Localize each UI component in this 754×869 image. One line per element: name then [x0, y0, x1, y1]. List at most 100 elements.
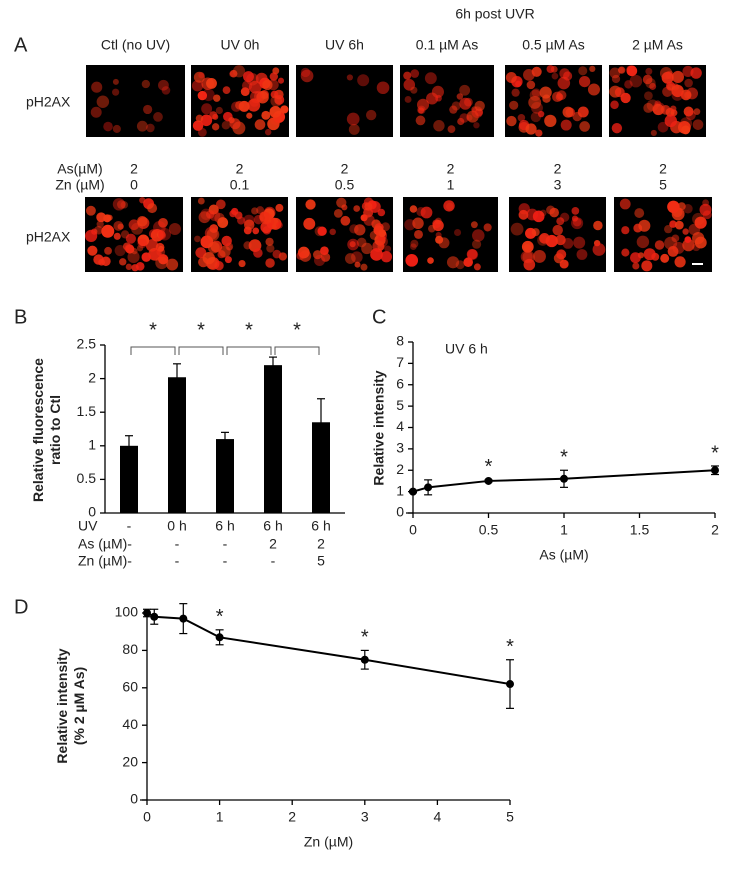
x-tick-label: 1.5	[630, 522, 650, 538]
nucleus	[252, 227, 260, 235]
y-tick-label: 0	[88, 504, 96, 520]
nucleus	[270, 95, 283, 107]
nucleus	[556, 249, 567, 260]
nucleus	[112, 124, 121, 133]
nucleus	[137, 234, 150, 247]
nucleus	[560, 119, 572, 131]
zn-value: 3	[554, 177, 562, 193]
nucleus	[671, 70, 685, 84]
bar	[168, 377, 186, 513]
bar	[264, 365, 282, 513]
error-bar	[269, 356, 277, 374]
nucleus	[454, 228, 462, 237]
nucleus	[539, 233, 550, 244]
nucleus	[141, 79, 151, 89]
x-tick-label: 5	[506, 809, 514, 825]
y-tick-label: 0.5	[77, 470, 97, 486]
nucleus	[265, 258, 275, 268]
nucleus	[660, 253, 670, 263]
nucleus	[642, 74, 653, 85]
nucleus	[556, 217, 565, 226]
nucleus	[611, 74, 621, 84]
nucleus	[113, 232, 121, 240]
stain-label: pH2AX	[26, 229, 71, 245]
nucleus	[272, 249, 282, 259]
nucleus	[300, 69, 314, 83]
row-cell: 2	[269, 536, 277, 552]
nucleus	[234, 211, 243, 220]
y-axis-label: ratio to Ctl	[47, 395, 63, 465]
nucleus	[364, 202, 373, 211]
nucleus	[243, 71, 254, 83]
nucleus	[87, 245, 98, 256]
nucleus	[153, 220, 166, 234]
nucleus	[674, 256, 686, 268]
nucleus	[610, 100, 619, 110]
nucleus	[532, 210, 545, 223]
nucleus	[161, 86, 171, 95]
nucleus	[474, 100, 485, 112]
nucleus	[521, 240, 534, 253]
nucleus	[473, 122, 480, 129]
error-bar	[173, 363, 181, 391]
y-tick-label: 20	[122, 753, 138, 769]
row-cell: 5	[317, 553, 325, 569]
nucleus	[649, 82, 657, 90]
nucleus	[517, 113, 526, 122]
nucleus	[300, 67, 311, 78]
nucleus	[136, 216, 148, 227]
x-tick-label: 2	[711, 522, 719, 538]
nucleus	[693, 108, 701, 115]
nucleus	[264, 128, 272, 136]
nucleus	[683, 204, 693, 214]
nucleus	[146, 123, 155, 133]
nucleus	[424, 72, 437, 85]
condition-label: 2 µM As	[632, 37, 683, 53]
nucleus	[674, 220, 684, 230]
nucleus	[353, 205, 361, 212]
y-tick-label: 3	[396, 440, 404, 456]
nucleus	[280, 105, 289, 114]
nucleus	[680, 117, 693, 130]
nucleus	[206, 77, 217, 89]
nucleus	[333, 209, 343, 218]
header: 6h post UVR	[455, 6, 534, 22]
significance-label: *	[485, 456, 493, 478]
nucleus	[265, 237, 274, 246]
y-axis-label: (% 2 µM As)	[71, 667, 87, 745]
nucleus	[455, 260, 465, 270]
nucleus	[690, 67, 702, 79]
nucleus	[360, 263, 368, 271]
nucleus	[158, 245, 165, 252]
nucleus	[238, 260, 246, 268]
nucleus	[269, 72, 279, 81]
nucleus	[531, 228, 540, 237]
nucleus	[269, 106, 282, 118]
significance-label: *	[197, 319, 205, 341]
condition-label: 0.5 µM As	[522, 37, 585, 53]
significance-bracket	[130, 346, 176, 355]
nucleus	[200, 114, 213, 127]
nucleus	[652, 103, 664, 116]
nucleus	[91, 228, 98, 235]
row-cell: -	[271, 553, 276, 569]
nucleus	[526, 80, 536, 90]
nucleus	[253, 248, 263, 258]
nucleus	[472, 229, 485, 242]
nucleus	[537, 110, 545, 118]
nucleus	[435, 235, 444, 244]
nucleus	[682, 228, 689, 235]
nucleus	[221, 235, 232, 247]
nucleus	[572, 111, 582, 122]
nucleus	[260, 221, 273, 234]
nucleus	[158, 217, 168, 228]
as-value: 2	[130, 161, 138, 177]
nucleus	[624, 80, 633, 89]
nucleus	[148, 248, 161, 261]
nucleus	[671, 84, 684, 98]
significance-label: *	[245, 319, 253, 341]
x-axis-label: As (µM)	[539, 547, 588, 563]
nucleus	[213, 94, 221, 102]
point	[215, 633, 224, 642]
nucleus	[681, 125, 691, 135]
